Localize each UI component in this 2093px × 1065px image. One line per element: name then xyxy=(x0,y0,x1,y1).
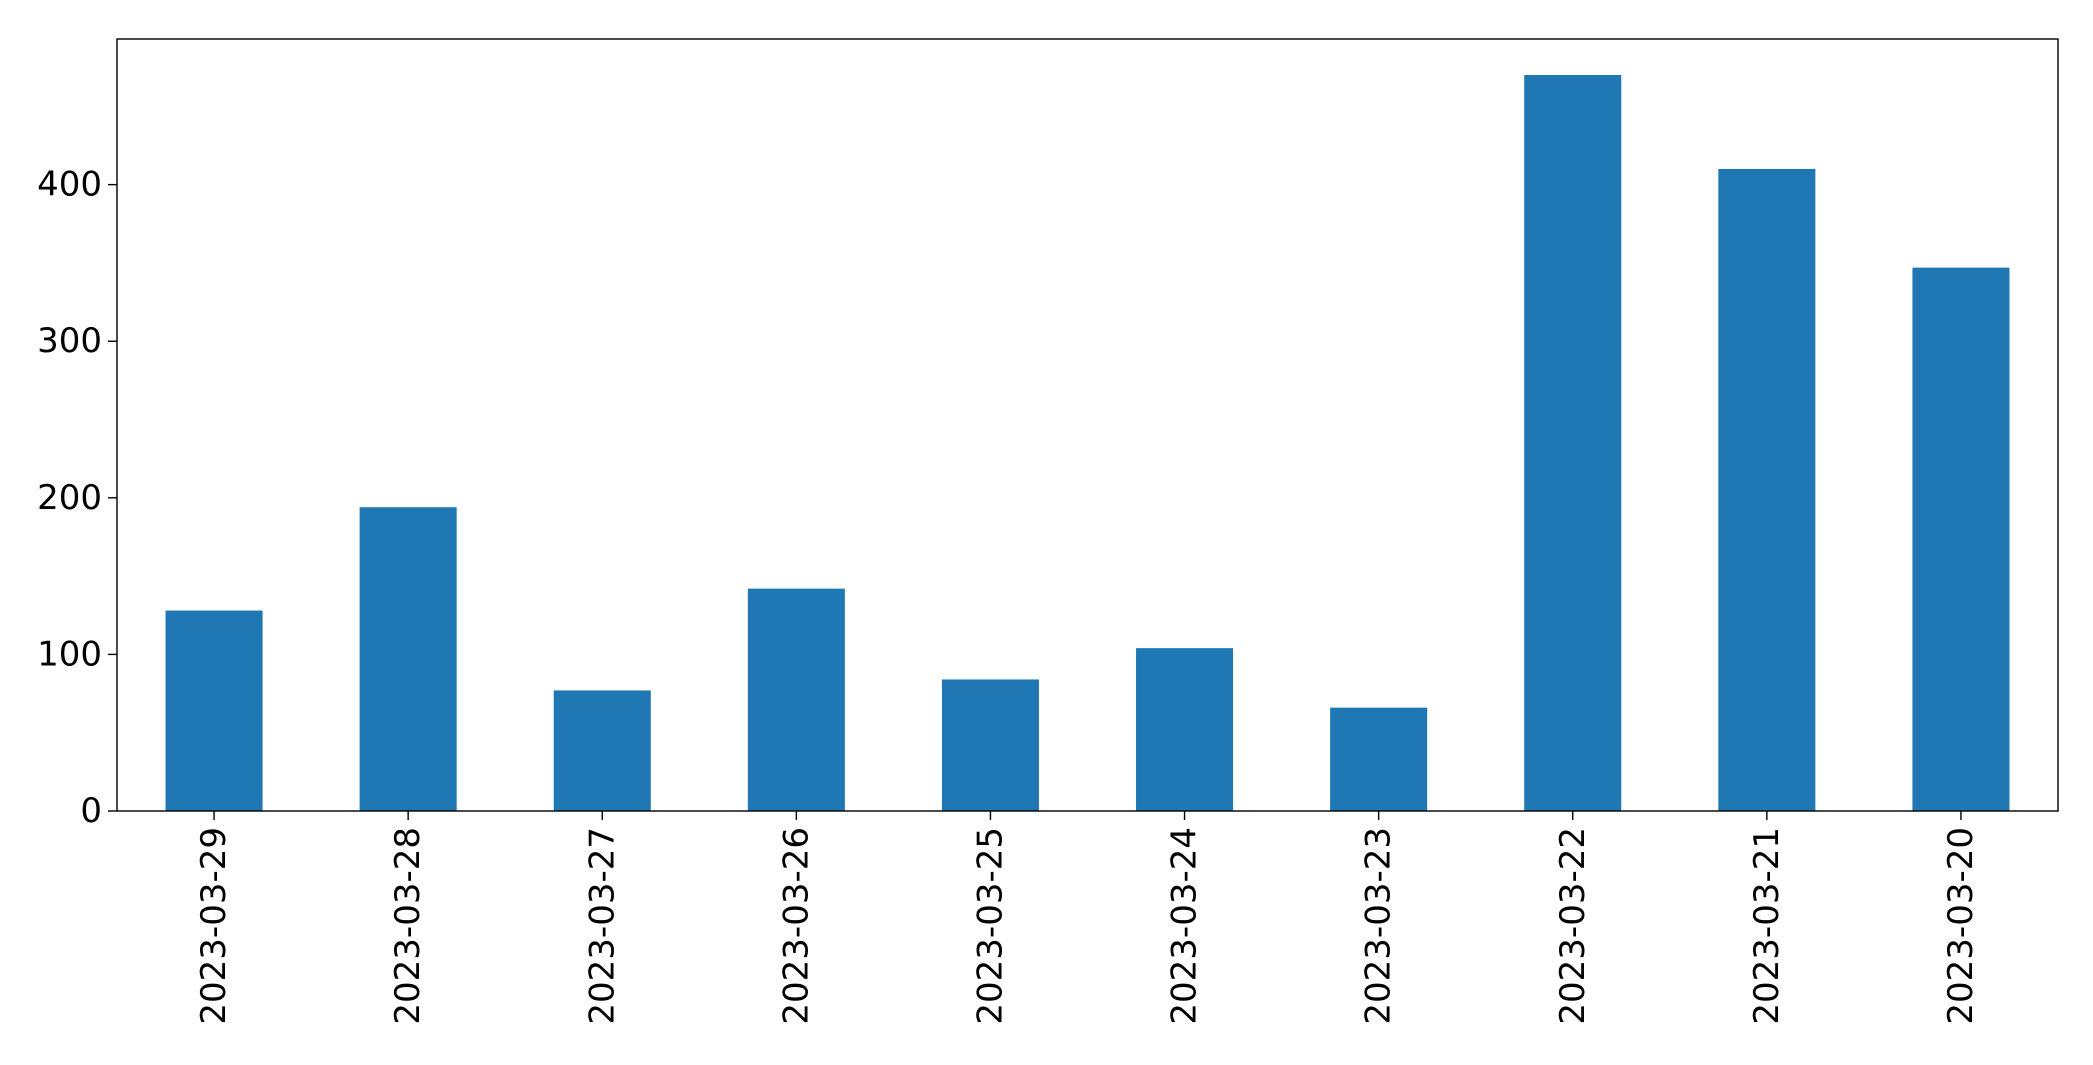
y-tick-label: 0 xyxy=(80,791,102,831)
bars-layer xyxy=(165,75,2010,811)
x-tick-label: 2023-03-25 xyxy=(970,827,1010,1025)
bar-2023-03-28 xyxy=(359,507,457,811)
x-tick-label: 2023-03-24 xyxy=(1165,827,1205,1025)
bar-2023-03-26 xyxy=(747,588,845,811)
x-tick-label: 2023-03-26 xyxy=(776,827,816,1025)
bar-2023-03-21 xyxy=(1718,168,1816,811)
plot-area-frame xyxy=(116,38,2059,812)
y-tick-label: 400 xyxy=(37,165,102,205)
bar-2023-03-27 xyxy=(553,690,651,811)
bar-2023-03-22 xyxy=(1524,75,1622,811)
x-tick-label: 2023-03-29 xyxy=(194,827,234,1025)
bar-2023-03-24 xyxy=(1136,648,1234,811)
x-tick-label: 2023-03-23 xyxy=(1359,827,1399,1025)
bar-2023-03-20 xyxy=(1912,267,2010,811)
x-axis-ticks: 2023-03-29 2023-03-28 2023-03-27 2023-03-26… xyxy=(194,811,1981,1025)
y-tick-label: 200 xyxy=(37,478,102,518)
bar-2023-03-29 xyxy=(165,610,263,811)
x-tick-label: 2023-03-27 xyxy=(582,827,622,1025)
x-tick-label: 2023-03-22 xyxy=(1553,827,1593,1025)
x-tick-label: 2023-03-28 xyxy=(388,827,428,1025)
x-tick-label: 2023-03-20 xyxy=(1941,827,1981,1025)
bar-2023-03-23 xyxy=(1330,707,1428,811)
bar-2023-03-25 xyxy=(941,679,1039,811)
x-tick-label: 2023-03-21 xyxy=(1747,827,1787,1025)
y-axis-ticks: 0 100 200 300 400 xyxy=(37,165,117,831)
y-tick-label: 300 xyxy=(37,321,102,361)
y-tick-label: 100 xyxy=(37,634,102,674)
